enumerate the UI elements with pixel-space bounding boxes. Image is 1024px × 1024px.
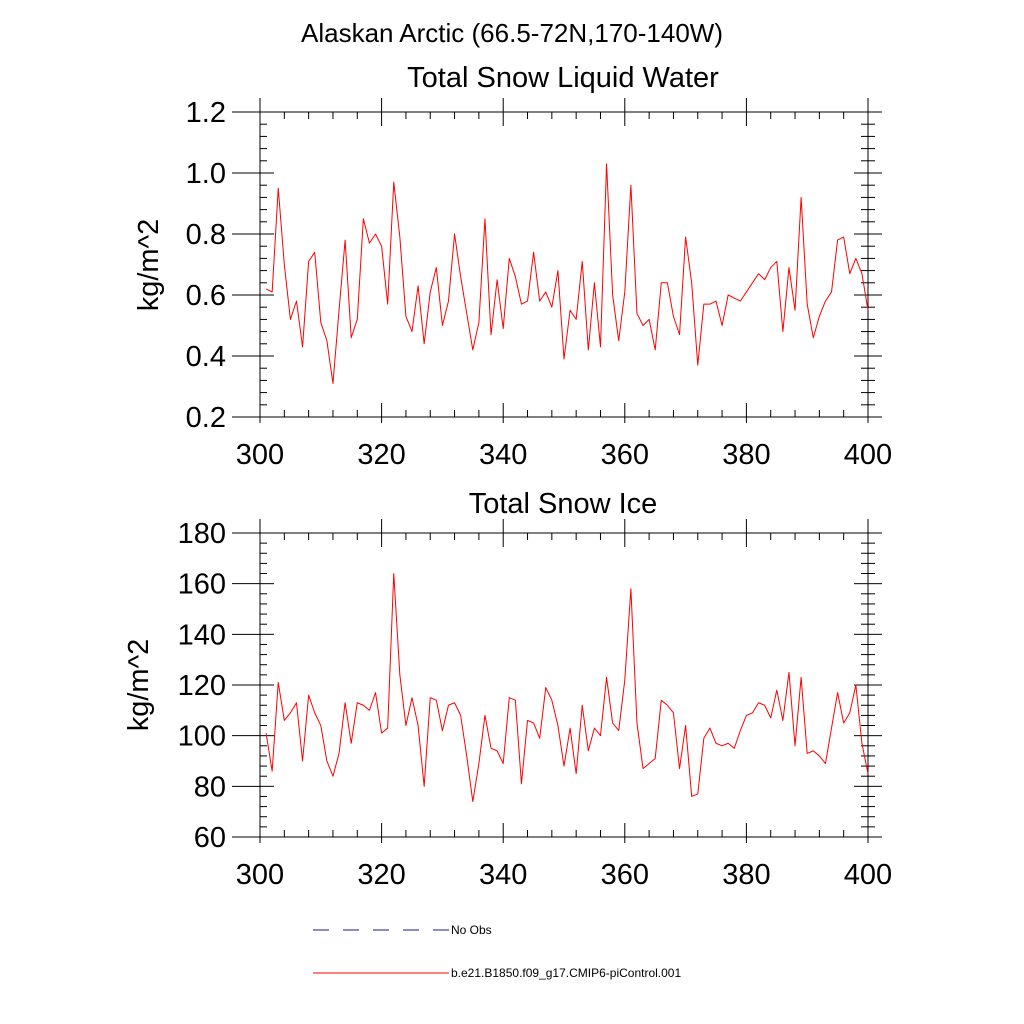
x-tick-label: 320 — [357, 859, 405, 891]
x-tick-label: 340 — [479, 859, 527, 891]
x-tick-label: 380 — [722, 859, 770, 891]
series-line-model — [265, 573, 869, 803]
y-tick-label: 100 — [178, 721, 226, 753]
x-tick-label: 380 — [722, 439, 770, 471]
x-tick-label: 340 — [479, 439, 527, 471]
series-line-model — [265, 163, 869, 384]
y-tick-label: 1.0 — [186, 158, 226, 190]
y-axis-label: kg/m^2 — [123, 639, 155, 732]
y-tick-label: 0.4 — [186, 341, 226, 373]
x-tick-label: 400 — [844, 859, 892, 891]
x-tick-label: 300 — [236, 439, 284, 471]
plot-frame — [259, 111, 869, 418]
y-tick-label: 80 — [194, 771, 226, 803]
y-tick-label: 0.8 — [186, 219, 226, 251]
x-tick-label: 320 — [357, 439, 405, 471]
y-axis-label: kg/m^2 — [133, 219, 165, 312]
panel-title: Total Snow Liquid Water — [407, 62, 719, 94]
y-tick-label: 1.2 — [186, 97, 226, 129]
x-tick-label: 360 — [601, 859, 649, 891]
figure-suptitle: Alaskan Arctic (66.5-72N,170-140W) — [301, 18, 723, 48]
y-tick-label: 120 — [178, 670, 226, 702]
y-tick-label: 0.6 — [186, 280, 226, 312]
panel-title: Total Snow Ice — [469, 488, 658, 520]
panel-snow-ice: Total Snow Ice kg/m^2 300 320 340 360 380 400… — [123, 488, 892, 891]
y-tick-label: 160 — [178, 569, 226, 601]
y-tick-label: 180 — [178, 518, 226, 550]
y-tick-label: 140 — [178, 619, 226, 651]
y-tick-label: 0.2 — [186, 402, 226, 434]
panel-snow-liquid-water: Total Snow Liquid Water kg/m^2 300 320 340… — [133, 62, 892, 471]
legend-label-model: b.e21.B1850.f09_g17.CMIP6-piControl.001 — [451, 966, 681, 980]
x-tick-label: 360 — [601, 439, 649, 471]
legend: No Obs b.e21.B1850.f09_g17.CMIP6-piContr… — [313, 923, 681, 980]
y-tick-label: 60 — [194, 822, 226, 854]
legend-label-no-obs: No Obs — [451, 923, 492, 937]
plot-frame — [259, 532, 869, 838]
x-tick-label: 400 — [844, 439, 892, 471]
x-tick-label: 300 — [236, 859, 284, 891]
